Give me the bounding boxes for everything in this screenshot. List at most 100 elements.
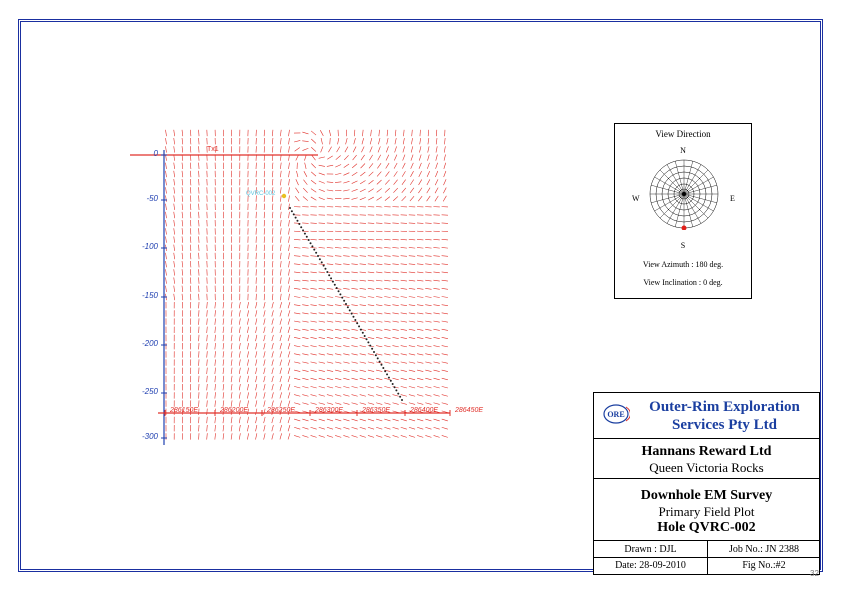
field-vector bbox=[367, 288, 375, 290]
field-vector bbox=[416, 247, 424, 249]
field-vector bbox=[425, 279, 432, 282]
field-vector bbox=[343, 312, 350, 315]
field-vector bbox=[419, 137, 422, 145]
field-vector bbox=[433, 263, 440, 265]
field-vector bbox=[214, 383, 216, 391]
field-vector bbox=[427, 154, 430, 161]
field-vector bbox=[376, 328, 383, 331]
field-vector bbox=[222, 433, 225, 440]
field-vector bbox=[294, 147, 300, 152]
field-vector bbox=[411, 129, 413, 137]
field-vector bbox=[384, 394, 391, 397]
field-vector bbox=[326, 279, 334, 282]
depth-tick-label: -200 bbox=[141, 339, 158, 348]
field-vector bbox=[392, 345, 399, 348]
field-vector bbox=[335, 353, 342, 356]
field-vector bbox=[280, 260, 282, 268]
field-vector bbox=[287, 400, 291, 407]
field-vector bbox=[351, 197, 358, 200]
field-vector bbox=[279, 326, 282, 333]
field-vector bbox=[318, 312, 326, 315]
field-vector bbox=[433, 247, 440, 249]
field-vector bbox=[334, 304, 342, 307]
field-vector bbox=[311, 154, 316, 161]
field-vector bbox=[369, 154, 373, 161]
field-vector bbox=[425, 369, 432, 372]
depth-tick-label: 0 bbox=[153, 149, 158, 158]
field-vector bbox=[352, 146, 357, 153]
field-vector bbox=[386, 146, 389, 153]
field-vector bbox=[247, 310, 249, 317]
field-vector bbox=[271, 367, 274, 374]
field-vector bbox=[367, 369, 375, 372]
field-vector bbox=[230, 359, 233, 366]
field-vector bbox=[425, 230, 432, 232]
field-vector bbox=[408, 435, 416, 438]
field-vector bbox=[255, 310, 258, 317]
field-vector bbox=[359, 296, 367, 298]
view-azimuth: View Azimuth : 180 deg. bbox=[642, 260, 724, 269]
field-vector bbox=[392, 418, 399, 422]
field-vector bbox=[288, 219, 290, 227]
field-vector bbox=[173, 162, 175, 170]
field-vector bbox=[310, 402, 317, 405]
field-vector bbox=[318, 402, 325, 405]
field-vector bbox=[384, 377, 391, 381]
field-vector bbox=[279, 310, 282, 317]
field-vector bbox=[368, 179, 374, 185]
field-vector bbox=[302, 255, 309, 257]
field-vector bbox=[408, 328, 416, 331]
field-vector bbox=[222, 359, 225, 366]
field-vector bbox=[417, 369, 424, 372]
field-vector bbox=[206, 424, 208, 432]
field-vector bbox=[376, 394, 383, 397]
field-vector bbox=[425, 320, 432, 323]
field-vector bbox=[302, 320, 309, 323]
field-vector bbox=[271, 244, 274, 252]
field-vector bbox=[310, 353, 317, 356]
field-vector bbox=[392, 435, 399, 438]
field-vector bbox=[310, 279, 317, 282]
field-vector bbox=[416, 288, 424, 290]
collar-marker bbox=[281, 193, 287, 199]
field-vector bbox=[280, 285, 282, 293]
field-vector bbox=[351, 337, 358, 339]
field-vector bbox=[189, 203, 192, 211]
field-vector bbox=[279, 351, 282, 358]
field-vector bbox=[375, 296, 383, 298]
field-vector bbox=[310, 288, 317, 290]
field-vector bbox=[392, 426, 399, 430]
field-vector bbox=[408, 361, 416, 364]
field-vector bbox=[288, 137, 290, 145]
field-vector bbox=[189, 211, 192, 219]
field-vector bbox=[351, 353, 358, 356]
trace-point bbox=[389, 379, 392, 382]
field-vector bbox=[419, 129, 421, 137]
field-vector bbox=[181, 195, 184, 202]
field-vector bbox=[318, 304, 326, 307]
field-vector bbox=[359, 279, 367, 282]
field-vector bbox=[318, 353, 325, 356]
field-vector bbox=[263, 285, 265, 293]
field-vector bbox=[214, 318, 216, 325]
field-vector bbox=[359, 394, 366, 397]
field-vector bbox=[418, 171, 422, 177]
field-vector bbox=[279, 334, 282, 342]
field-vector bbox=[287, 310, 291, 317]
field-vector bbox=[335, 369, 342, 372]
field-vector bbox=[369, 146, 373, 153]
field-vector bbox=[326, 189, 334, 192]
view-inclination: View Inclination : 0 deg. bbox=[643, 278, 723, 287]
field-vector bbox=[384, 196, 391, 201]
field-vector bbox=[230, 318, 233, 325]
field-vector bbox=[400, 255, 408, 257]
field-vector bbox=[255, 375, 258, 383]
field-vector bbox=[343, 320, 350, 323]
field-vector bbox=[222, 342, 225, 350]
field-vector bbox=[214, 433, 216, 440]
field-vector bbox=[181, 137, 184, 145]
field-vector bbox=[343, 288, 350, 290]
field-vector bbox=[271, 228, 274, 235]
field-vector bbox=[367, 394, 375, 397]
field-vector bbox=[302, 147, 309, 151]
